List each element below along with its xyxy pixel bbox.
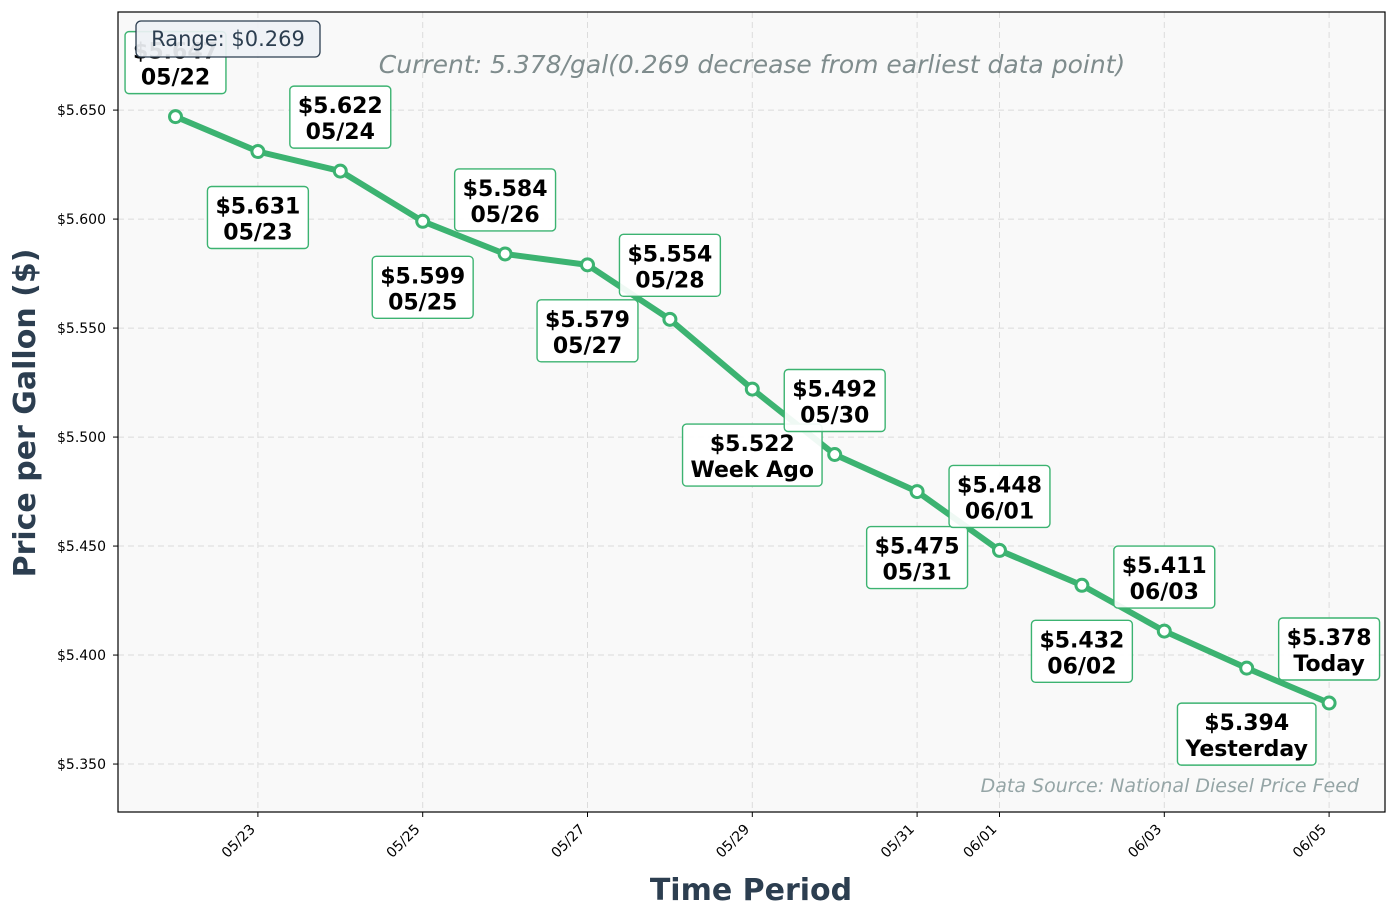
data-point <box>827 447 843 463</box>
x-tick-label: 05/29 <box>713 822 753 862</box>
point-label-box <box>536 299 639 363</box>
data-points <box>168 109 1337 711</box>
point-label-price: $5.378 <box>1287 626 1372 651</box>
data-point <box>992 542 1007 558</box>
y-tick-label: $5.650 <box>57 103 106 119</box>
range-text: Range: $0.269 <box>151 27 305 51</box>
data-point <box>250 144 266 160</box>
data-point <box>662 311 678 327</box>
data-point <box>744 381 760 397</box>
point-label-price: $5.631 <box>215 195 300 220</box>
point-label-date: 06/03 <box>1130 580 1199 605</box>
point-label-price: $5.448 <box>957 473 1042 498</box>
x-axis-ticks: 05/23 05/25 05/27 05/29 05/31 06/01 06/03 06/05 <box>219 812 1330 861</box>
point-label-date: 05/30 <box>800 404 869 429</box>
plot-frame <box>117 11 1386 813</box>
point-label-box <box>865 525 969 590</box>
data-point <box>1074 577 1090 593</box>
point-label-date: 05/31 <box>882 561 951 586</box>
x-tick-label: 05/27 <box>548 822 588 862</box>
data-point <box>168 109 183 125</box>
point-label-price: $5.584 <box>463 177 548 202</box>
data-point <box>497 246 513 262</box>
point-label-date: 05/27 <box>553 334 622 359</box>
point-label-price: $5.411 <box>1122 554 1207 579</box>
point-label-box <box>783 368 886 433</box>
point-label-date: 05/28 <box>635 268 704 293</box>
point-label-box <box>1176 702 1317 766</box>
point-label-box <box>948 464 1051 529</box>
point-label-price: $5.394 <box>1204 711 1289 736</box>
point-label-date: 05/25 <box>388 290 457 315</box>
x-axis-title: Time Period <box>650 873 852 908</box>
point-label-box <box>453 168 557 232</box>
point-label-box <box>618 233 722 298</box>
current-price-annotation: Current: 5.378/gal(0.269 decrease from e… <box>379 50 1125 79</box>
point-label-price: $5.475 <box>875 535 960 560</box>
point-label-box <box>1277 617 1381 681</box>
y-tick-label: $5.350 <box>57 757 106 773</box>
data-point <box>1239 660 1255 676</box>
point-label-date: 05/23 <box>223 221 292 246</box>
point-label-price: $5.492 <box>792 378 877 403</box>
y-tick-label: $5.450 <box>57 539 106 555</box>
data-source-note: Data Source: National Diesel Price Feed <box>981 775 1360 797</box>
point-label-box <box>206 185 310 250</box>
point-label-price: $5.622 <box>298 94 383 119</box>
point-label-date: 06/01 <box>965 499 1034 524</box>
point-label-box <box>681 423 823 487</box>
y-tick-label: $5.500 <box>57 430 106 446</box>
point-label-box <box>289 85 392 149</box>
point-label-price: $5.579 <box>545 308 630 333</box>
y-axis-title: Price per Gallon ($) <box>8 249 43 578</box>
x-tick-label: 05/31 <box>878 822 918 862</box>
x-tick-label: 05/25 <box>384 822 424 862</box>
data-point <box>909 484 925 500</box>
point-label-date: 06/02 <box>1047 654 1116 679</box>
point-label-box <box>1030 619 1134 683</box>
point-label-date: 05/22 <box>141 66 210 91</box>
y-tick-label: $5.400 <box>57 648 106 664</box>
range-box: Range: $0.269 <box>135 20 321 58</box>
data-point <box>415 213 431 229</box>
point-label-date: Yesterday <box>1184 737 1307 762</box>
point-label-box <box>1113 545 1216 609</box>
y-tick-label: $5.550 <box>57 321 106 337</box>
x-tick-label: 05/23 <box>219 822 259 862</box>
data-point <box>580 257 595 273</box>
point-label-price: $5.599 <box>380 264 465 289</box>
point-label-price: $5.554 <box>627 242 712 267</box>
y-axis-ticks: $5.350 $5.400 $5.450 $5.500 $5.550 $5.600 $5.6… <box>57 103 118 773</box>
point-label-date: Week Ago <box>691 458 815 483</box>
point-label-date: 05/26 <box>470 203 539 228</box>
point-label-price: $5.522 <box>710 432 795 457</box>
point-label-date: 05/24 <box>306 120 375 145</box>
y-tick-label: $5.600 <box>57 212 106 228</box>
point-labels: $5.64705/22$5.63105/23$5.62205/24$5.5990… <box>124 30 1381 766</box>
data-point <box>1321 695 1337 711</box>
x-tick-label: 06/01 <box>960 822 1000 862</box>
data-point <box>332 163 348 179</box>
point-label-date: Today <box>1293 652 1364 677</box>
x-tick-label: 06/05 <box>1290 822 1330 862</box>
point-label-price: $5.432 <box>1039 628 1124 653</box>
point-label-box <box>371 255 474 319</box>
data-point <box>1156 623 1172 639</box>
x-tick-label: 06/03 <box>1125 822 1165 862</box>
